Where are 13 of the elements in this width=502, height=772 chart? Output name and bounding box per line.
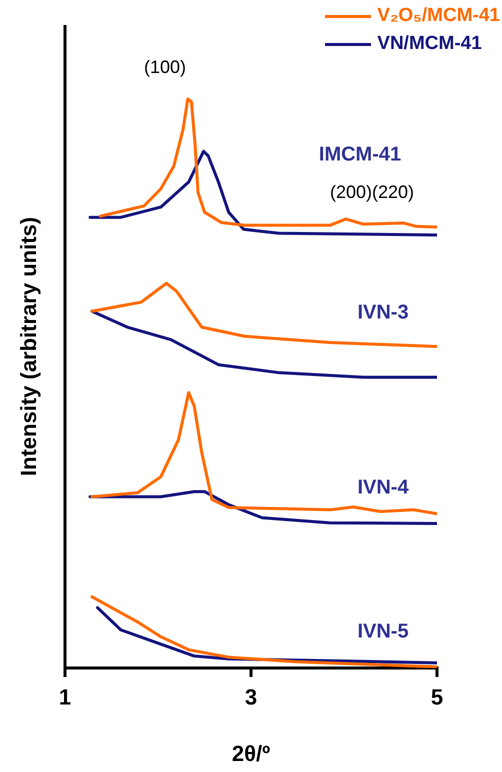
text: (100) [144, 56, 186, 77]
annotation: IVN-5 [357, 620, 409, 643]
legend-label: VN/MCM-41 [377, 33, 482, 55]
x-tick-label: 5 [430, 684, 444, 710]
annotation: IMCM-41 [318, 144, 402, 166]
legend-label: V₂O₅/MCM-41 [377, 5, 500, 27]
annotation: (200)(220) [330, 182, 414, 202]
y-axis-title: Intensity (arbitrary units) [16, 216, 42, 476]
annotation: IVN-3 [357, 302, 409, 324]
x-tick-label: 1 [58, 684, 72, 710]
x-axis-title: 2θ/º [232, 740, 270, 766]
x-tick-label: 3 [244, 684, 258, 710]
annotation: IVN-4 [357, 476, 410, 499]
